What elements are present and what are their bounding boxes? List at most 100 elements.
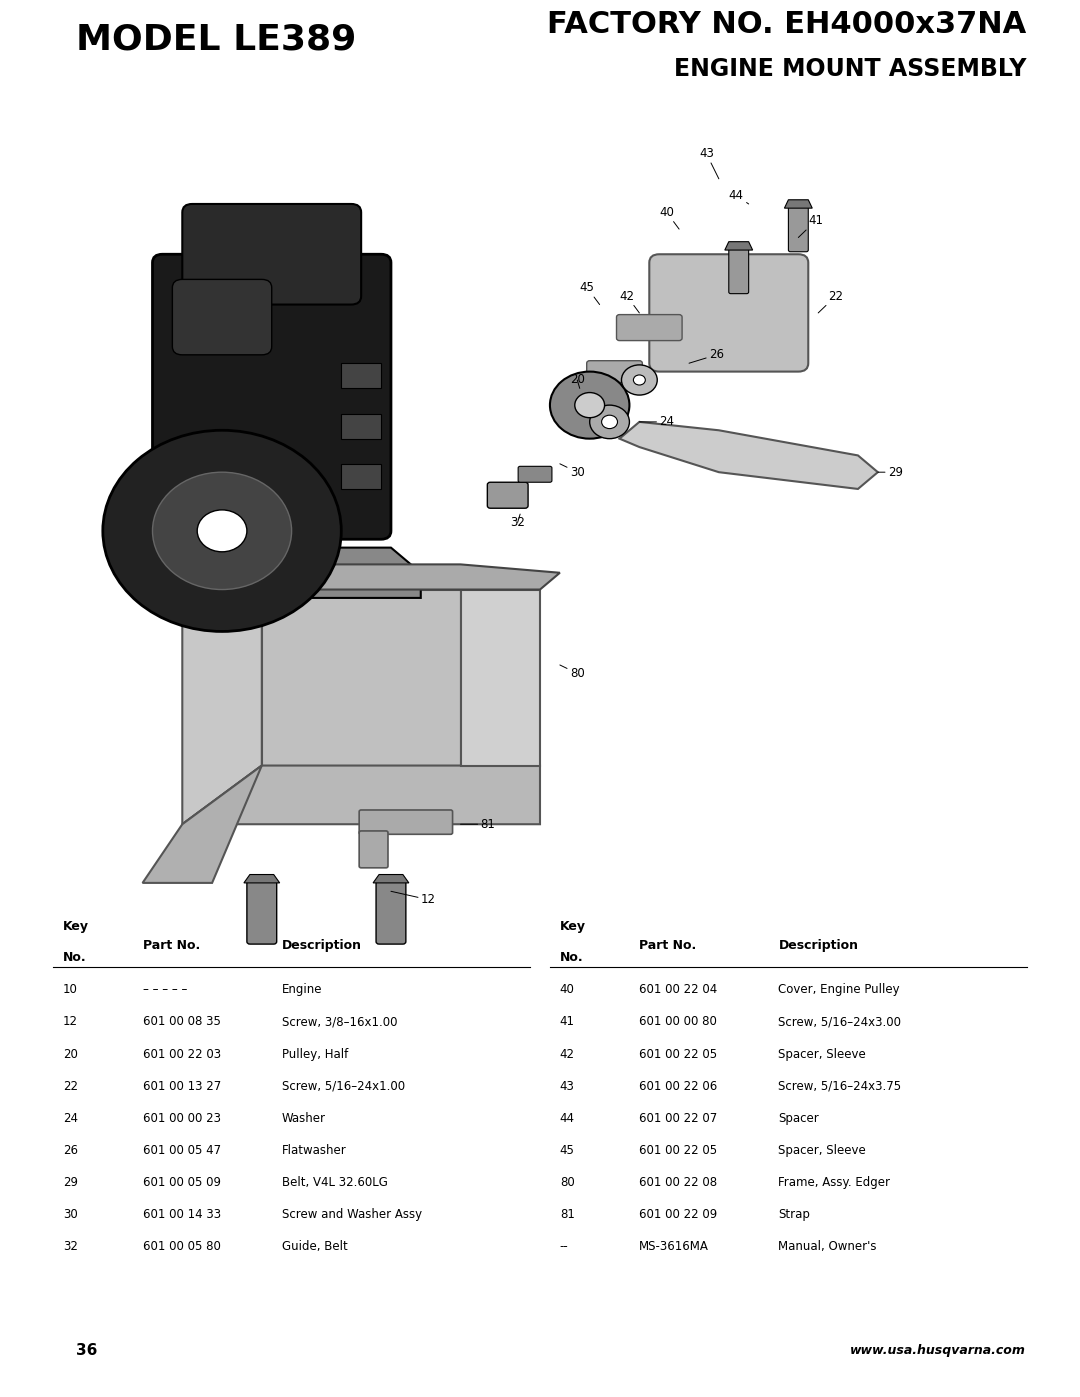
Text: 601 00 22 05: 601 00 22 05 xyxy=(639,1048,717,1060)
Text: 12: 12 xyxy=(391,891,435,907)
Text: 601 00 22 04: 601 00 22 04 xyxy=(639,983,717,996)
FancyBboxPatch shape xyxy=(173,279,272,355)
Polygon shape xyxy=(244,875,280,883)
FancyBboxPatch shape xyxy=(360,810,453,834)
Polygon shape xyxy=(460,590,540,766)
Text: 601 00 22 05: 601 00 22 05 xyxy=(639,1144,717,1157)
Circle shape xyxy=(590,405,630,439)
FancyBboxPatch shape xyxy=(586,360,643,383)
Text: 40: 40 xyxy=(659,205,679,229)
Text: 44: 44 xyxy=(559,1112,575,1125)
Text: 44: 44 xyxy=(729,189,748,204)
Text: 42: 42 xyxy=(559,1048,575,1060)
FancyBboxPatch shape xyxy=(518,467,552,482)
Text: 601 00 13 27: 601 00 13 27 xyxy=(143,1080,220,1092)
Text: 601 00 05 47: 601 00 05 47 xyxy=(143,1144,220,1157)
FancyBboxPatch shape xyxy=(788,207,808,251)
Polygon shape xyxy=(373,875,409,883)
Text: Screw and Washer Assy: Screw and Washer Assy xyxy=(282,1208,422,1221)
FancyBboxPatch shape xyxy=(729,249,748,293)
Text: 29: 29 xyxy=(878,465,903,479)
Text: Description: Description xyxy=(779,939,859,953)
Text: 41: 41 xyxy=(798,214,823,237)
Text: 12: 12 xyxy=(63,1016,78,1028)
Bar xyxy=(341,363,381,388)
Text: 26: 26 xyxy=(689,348,724,363)
Text: Cover, Engine Pulley: Cover, Engine Pulley xyxy=(779,983,900,996)
Text: 30: 30 xyxy=(559,464,584,479)
Text: Frame, Assy. Edger: Frame, Assy. Edger xyxy=(779,1176,891,1189)
Text: Engine: Engine xyxy=(282,983,322,996)
Text: 80: 80 xyxy=(559,665,584,680)
Polygon shape xyxy=(725,242,753,250)
Text: 20: 20 xyxy=(570,373,584,388)
FancyBboxPatch shape xyxy=(183,204,361,305)
Text: 29: 29 xyxy=(63,1176,78,1189)
Text: 43: 43 xyxy=(699,147,719,179)
Text: 41: 41 xyxy=(559,1016,575,1028)
Text: 24: 24 xyxy=(63,1112,78,1125)
Text: Pulley, Half: Pulley, Half xyxy=(282,1048,348,1060)
Text: 80: 80 xyxy=(559,1176,575,1189)
Text: 32: 32 xyxy=(63,1241,78,1253)
Bar xyxy=(341,464,381,489)
Text: www.usa.husqvarna.com: www.usa.husqvarna.com xyxy=(850,1344,1026,1358)
FancyBboxPatch shape xyxy=(376,880,406,944)
Circle shape xyxy=(621,365,658,395)
Text: Strap: Strap xyxy=(779,1208,810,1221)
Text: 601 00 00 23: 601 00 00 23 xyxy=(143,1112,220,1125)
Text: No.: No. xyxy=(63,950,86,964)
Text: Guide, Belt: Guide, Belt xyxy=(282,1241,348,1253)
Circle shape xyxy=(198,510,247,552)
FancyBboxPatch shape xyxy=(152,254,391,539)
Circle shape xyxy=(633,374,646,386)
Text: Part No.: Part No. xyxy=(639,939,697,953)
Text: Screw, 5/16–24x3.75: Screw, 5/16–24x3.75 xyxy=(779,1080,902,1092)
FancyBboxPatch shape xyxy=(247,880,276,944)
Text: FACTORY NO. EH4000x37NA: FACTORY NO. EH4000x37NA xyxy=(546,10,1026,39)
Text: Washer: Washer xyxy=(282,1112,326,1125)
Text: 601 00 22 03: 601 00 22 03 xyxy=(143,1048,220,1060)
FancyBboxPatch shape xyxy=(360,831,388,868)
Text: Part No.: Part No. xyxy=(143,939,200,953)
Bar xyxy=(341,414,381,439)
FancyBboxPatch shape xyxy=(487,482,528,509)
Text: Description: Description xyxy=(282,939,362,953)
Text: Belt, V4L 32.60LG: Belt, V4L 32.60LG xyxy=(282,1176,388,1189)
FancyBboxPatch shape xyxy=(617,314,683,341)
Text: No.: No. xyxy=(559,950,583,964)
Text: Screw, 5/16–24x3.00: Screw, 5/16–24x3.00 xyxy=(779,1016,902,1028)
Text: 45: 45 xyxy=(559,1144,575,1157)
Text: 40: 40 xyxy=(559,983,575,996)
Text: MS-3616MA: MS-3616MA xyxy=(639,1241,710,1253)
Text: 30: 30 xyxy=(63,1208,78,1221)
Text: Key: Key xyxy=(63,921,89,933)
Text: --: -- xyxy=(559,1241,569,1253)
Text: Spacer, Sleeve: Spacer, Sleeve xyxy=(779,1144,866,1157)
Text: – – – – –: – – – – – xyxy=(143,983,187,996)
Text: 601 00 22 08: 601 00 22 08 xyxy=(639,1176,717,1189)
Circle shape xyxy=(152,472,292,590)
Polygon shape xyxy=(261,590,460,766)
Text: 601 00 00 80: 601 00 00 80 xyxy=(639,1016,717,1028)
Text: 601 00 08 35: 601 00 08 35 xyxy=(143,1016,220,1028)
Text: Flatwasher: Flatwasher xyxy=(282,1144,347,1157)
Polygon shape xyxy=(183,766,540,824)
Text: 601 00 22 07: 601 00 22 07 xyxy=(639,1112,717,1125)
Text: 24: 24 xyxy=(639,415,674,429)
Text: 601 00 14 33: 601 00 14 33 xyxy=(143,1208,220,1221)
Circle shape xyxy=(575,393,605,418)
Text: 20: 20 xyxy=(63,1048,78,1060)
Polygon shape xyxy=(143,766,261,883)
Text: 32: 32 xyxy=(510,514,525,529)
Text: 43: 43 xyxy=(559,1080,575,1092)
Text: 601 00 22 09: 601 00 22 09 xyxy=(639,1208,717,1221)
Text: 22: 22 xyxy=(63,1080,78,1092)
Text: Manual, Owner's: Manual, Owner's xyxy=(779,1241,877,1253)
Polygon shape xyxy=(784,200,812,208)
Text: Key: Key xyxy=(559,921,585,933)
Text: 601 00 05 80: 601 00 05 80 xyxy=(143,1241,220,1253)
FancyBboxPatch shape xyxy=(649,254,808,372)
Text: Screw, 3/8–16x1.00: Screw, 3/8–16x1.00 xyxy=(282,1016,397,1028)
Circle shape xyxy=(103,430,341,631)
